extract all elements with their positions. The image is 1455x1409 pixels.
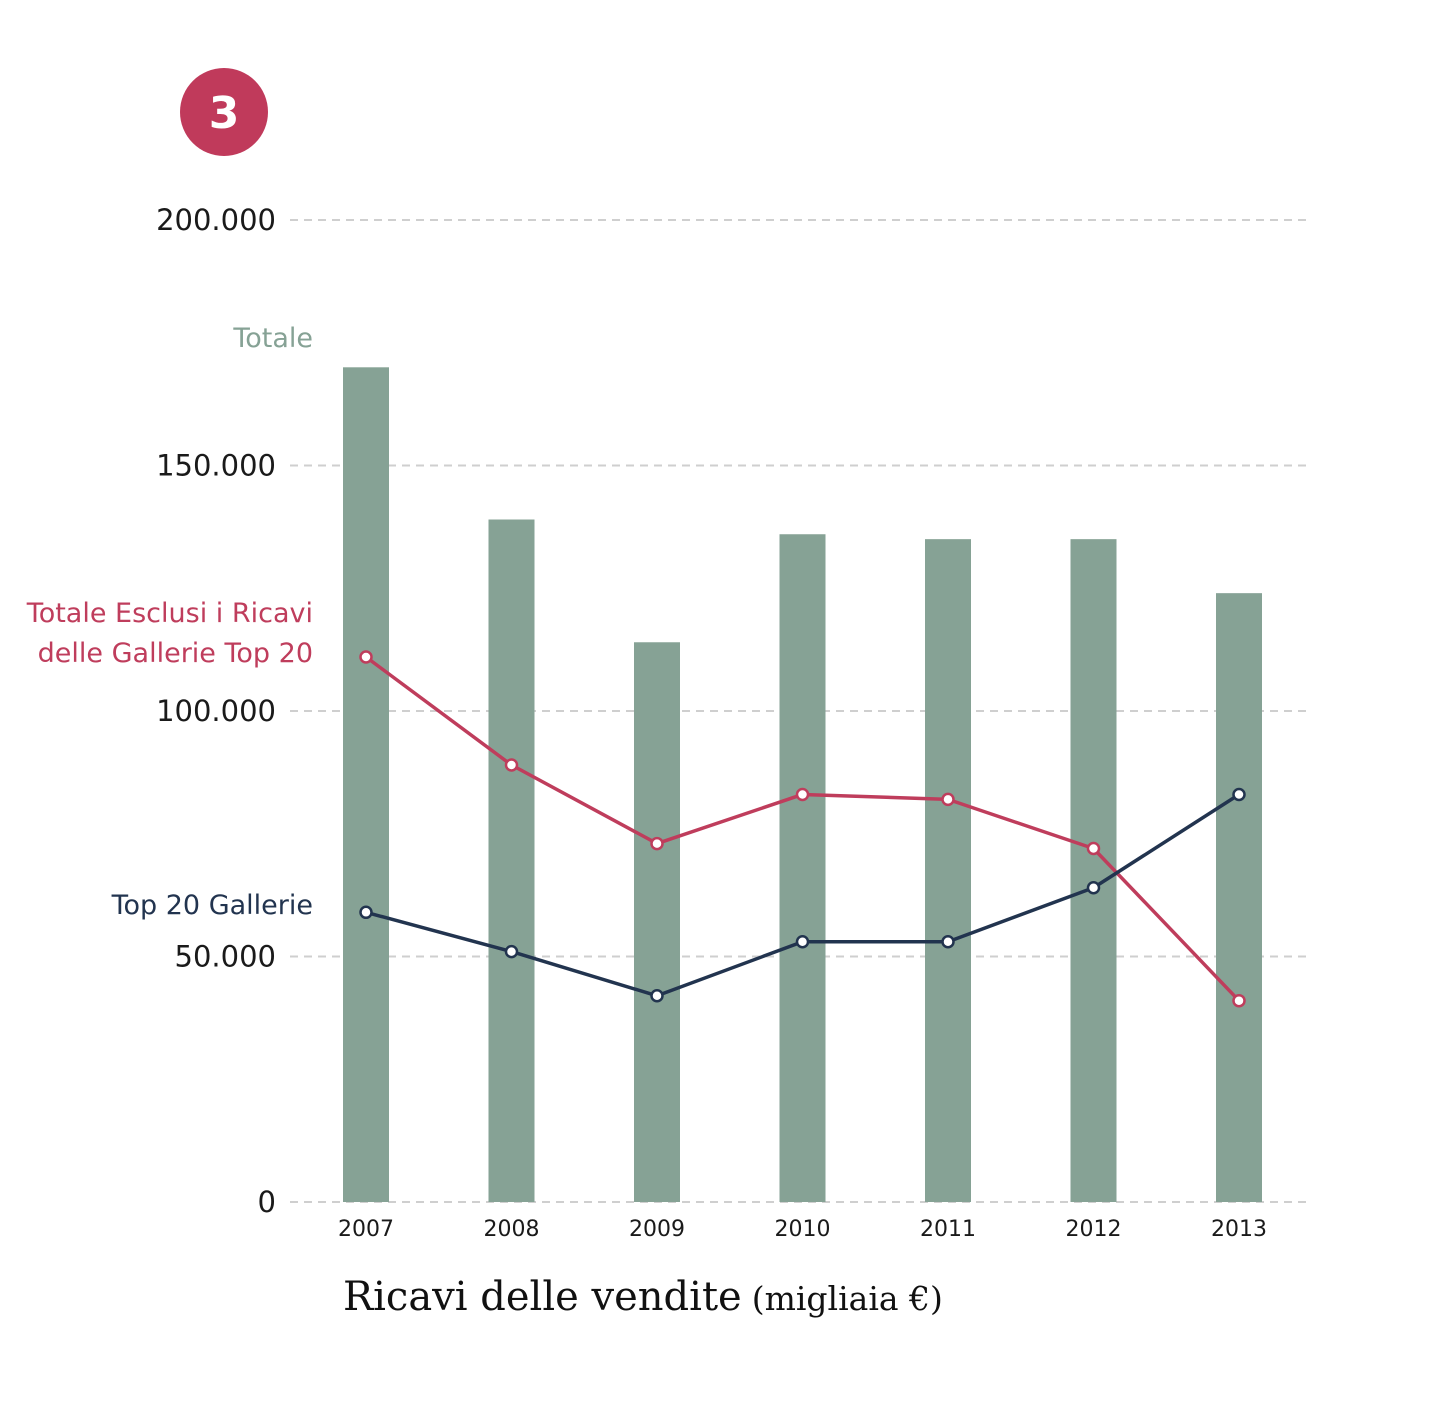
point-excl-top20-2009 [650, 836, 664, 851]
point-excl-top20-2013 [1232, 993, 1246, 1008]
point-excl-top20-2012 [1086, 841, 1101, 856]
x-tick-label: 2008 [484, 1217, 540, 1242]
bar-2007 [343, 367, 389, 1202]
point-top20-2011 [941, 935, 955, 949]
x-tick-label: 2012 [1066, 1217, 1122, 1242]
point-excl-top20-2011 [941, 792, 955, 807]
series-label-top20: Top 20 Gallerie [111, 890, 313, 921]
bar-2012 [1070, 539, 1117, 1202]
x-tick-label: 2009 [629, 1217, 685, 1242]
point-top20-2008 [504, 944, 519, 959]
chart-title: Ricavi delle vendite (migliaia €) [343, 1274, 943, 1320]
point-top20-2010 [795, 935, 810, 949]
x-tick-label: 2010 [775, 1217, 831, 1242]
point-top20-2007 [359, 905, 373, 920]
bar-2009 [634, 642, 680, 1202]
y-tick-label: 150.000 [156, 449, 276, 483]
chart-title-main: Ricavi delle vendite [343, 1274, 742, 1320]
point-excl-top20-2010 [795, 787, 810, 802]
x-tick-label: 2013 [1211, 1217, 1267, 1242]
point-top20-2012 [1086, 881, 1101, 895]
chart-title-unit: (migliaia €) [752, 1279, 943, 1318]
badge-number: 3 [209, 88, 240, 139]
y-tick-label: 0 [258, 1185, 276, 1219]
bar-2013 [1216, 593, 1262, 1202]
x-tick-label: 2011 [920, 1217, 976, 1242]
point-excl-top20-2007 [359, 650, 373, 664]
y-tick-label: 50.000 [175, 940, 276, 974]
point-top20-2009 [650, 989, 664, 1003]
series-label-line: delle Gallerie Top 20 [38, 638, 313, 669]
series-lines [359, 650, 1246, 1008]
series-label-totale: Totale [232, 323, 313, 354]
bar-2010 [779, 534, 826, 1202]
badge-circle [180, 68, 268, 156]
series-label-excl-top20: Totale Esclusi i Ricavi delle Gallerie To… [26, 598, 313, 669]
x-tick-label: 2007 [338, 1217, 394, 1242]
x-axis-ticks: 2007 2008 2009 2010 2011 2012 2013 [338, 1217, 1267, 1242]
chapter-badge: 3 [180, 68, 268, 156]
series-label-line: Totale Esclusi i Ricavi [26, 598, 313, 629]
series-labels: Totale Totale Esclusi i Ricavi delle Galle… [26, 323, 313, 921]
y-tick-label: 100.000 [156, 694, 276, 728]
bar-2011 [925, 539, 971, 1202]
point-top20-2013 [1232, 787, 1246, 802]
bars [343, 367, 1262, 1202]
y-axis-ticks: 0 50.000 100.000 150.000 200.000 [156, 203, 276, 1219]
point-excl-top20-2008 [504, 758, 519, 772]
bar-2008 [488, 519, 535, 1202]
y-tick-label: 200.000 [156, 203, 276, 237]
